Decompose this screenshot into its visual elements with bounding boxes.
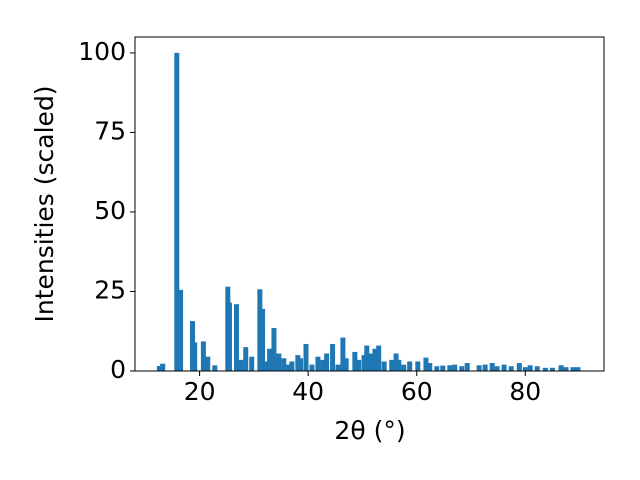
bar xyxy=(501,364,507,371)
bar xyxy=(376,345,382,371)
bar xyxy=(238,359,244,371)
bar xyxy=(271,328,277,371)
bar xyxy=(285,364,291,371)
bar xyxy=(447,365,453,371)
y-tick-label: 100 xyxy=(78,37,126,66)
bar xyxy=(352,351,358,371)
bar xyxy=(534,366,540,371)
bar xyxy=(372,348,378,371)
bar xyxy=(452,364,458,371)
bar xyxy=(407,361,413,371)
bar xyxy=(205,356,211,371)
x-tick-label: 80 xyxy=(509,377,541,406)
bar xyxy=(298,358,304,371)
bar xyxy=(174,52,180,372)
bar xyxy=(160,363,166,371)
bar xyxy=(459,366,465,371)
bar xyxy=(570,367,576,371)
bar xyxy=(381,361,387,371)
bar xyxy=(200,341,206,371)
bar xyxy=(464,363,470,371)
x-tick-label: 20 xyxy=(184,377,216,406)
bar xyxy=(364,345,370,371)
bar xyxy=(427,363,433,371)
y-axis-label: Intensities (scaled) xyxy=(30,85,59,322)
bar xyxy=(330,343,336,371)
bar xyxy=(389,359,395,371)
bar xyxy=(281,358,287,371)
y-tick-label: 75 xyxy=(94,116,126,145)
bar xyxy=(178,289,184,371)
bar xyxy=(516,363,522,371)
bar xyxy=(401,364,407,371)
bar xyxy=(396,359,402,371)
bar xyxy=(415,361,421,371)
bar xyxy=(476,365,482,371)
bar xyxy=(303,343,309,371)
bar xyxy=(257,289,263,371)
bar xyxy=(267,348,273,371)
bar xyxy=(434,366,440,371)
y-tick-label: 50 xyxy=(94,196,126,225)
bar xyxy=(482,364,488,371)
bar xyxy=(260,308,266,371)
bar xyxy=(558,365,564,371)
bar xyxy=(340,337,346,371)
bar xyxy=(234,304,240,371)
bar xyxy=(263,361,269,371)
bar xyxy=(489,363,495,371)
bar xyxy=(361,355,367,371)
y-tick-label: 25 xyxy=(94,275,126,304)
y-tick-label: 0 xyxy=(110,355,126,384)
plot-frame xyxy=(134,36,605,372)
bar xyxy=(309,364,315,371)
bar xyxy=(320,359,326,371)
bar xyxy=(522,367,528,371)
bar xyxy=(192,342,198,371)
bar xyxy=(527,365,533,371)
bar xyxy=(423,357,429,371)
bar xyxy=(212,365,218,371)
x-tick-label: 40 xyxy=(292,377,324,406)
bar xyxy=(508,366,514,371)
bar xyxy=(335,364,341,371)
bar xyxy=(315,356,321,371)
bar xyxy=(249,356,255,371)
bar xyxy=(575,367,581,371)
bar xyxy=(542,367,548,371)
bar xyxy=(324,353,330,371)
bar xyxy=(563,367,569,371)
bar xyxy=(243,347,249,371)
bar xyxy=(226,302,232,371)
bar xyxy=(494,366,500,371)
bar xyxy=(368,353,374,371)
bar xyxy=(289,361,295,371)
bar xyxy=(276,353,282,371)
bar xyxy=(356,359,362,371)
bar xyxy=(393,353,399,371)
x-tick-label: 60 xyxy=(401,377,433,406)
bar xyxy=(295,355,301,371)
bar xyxy=(549,367,555,371)
bar xyxy=(156,365,162,371)
bar xyxy=(440,365,446,371)
x-axis-label: 2θ (°) xyxy=(334,416,405,445)
bar xyxy=(343,358,349,371)
